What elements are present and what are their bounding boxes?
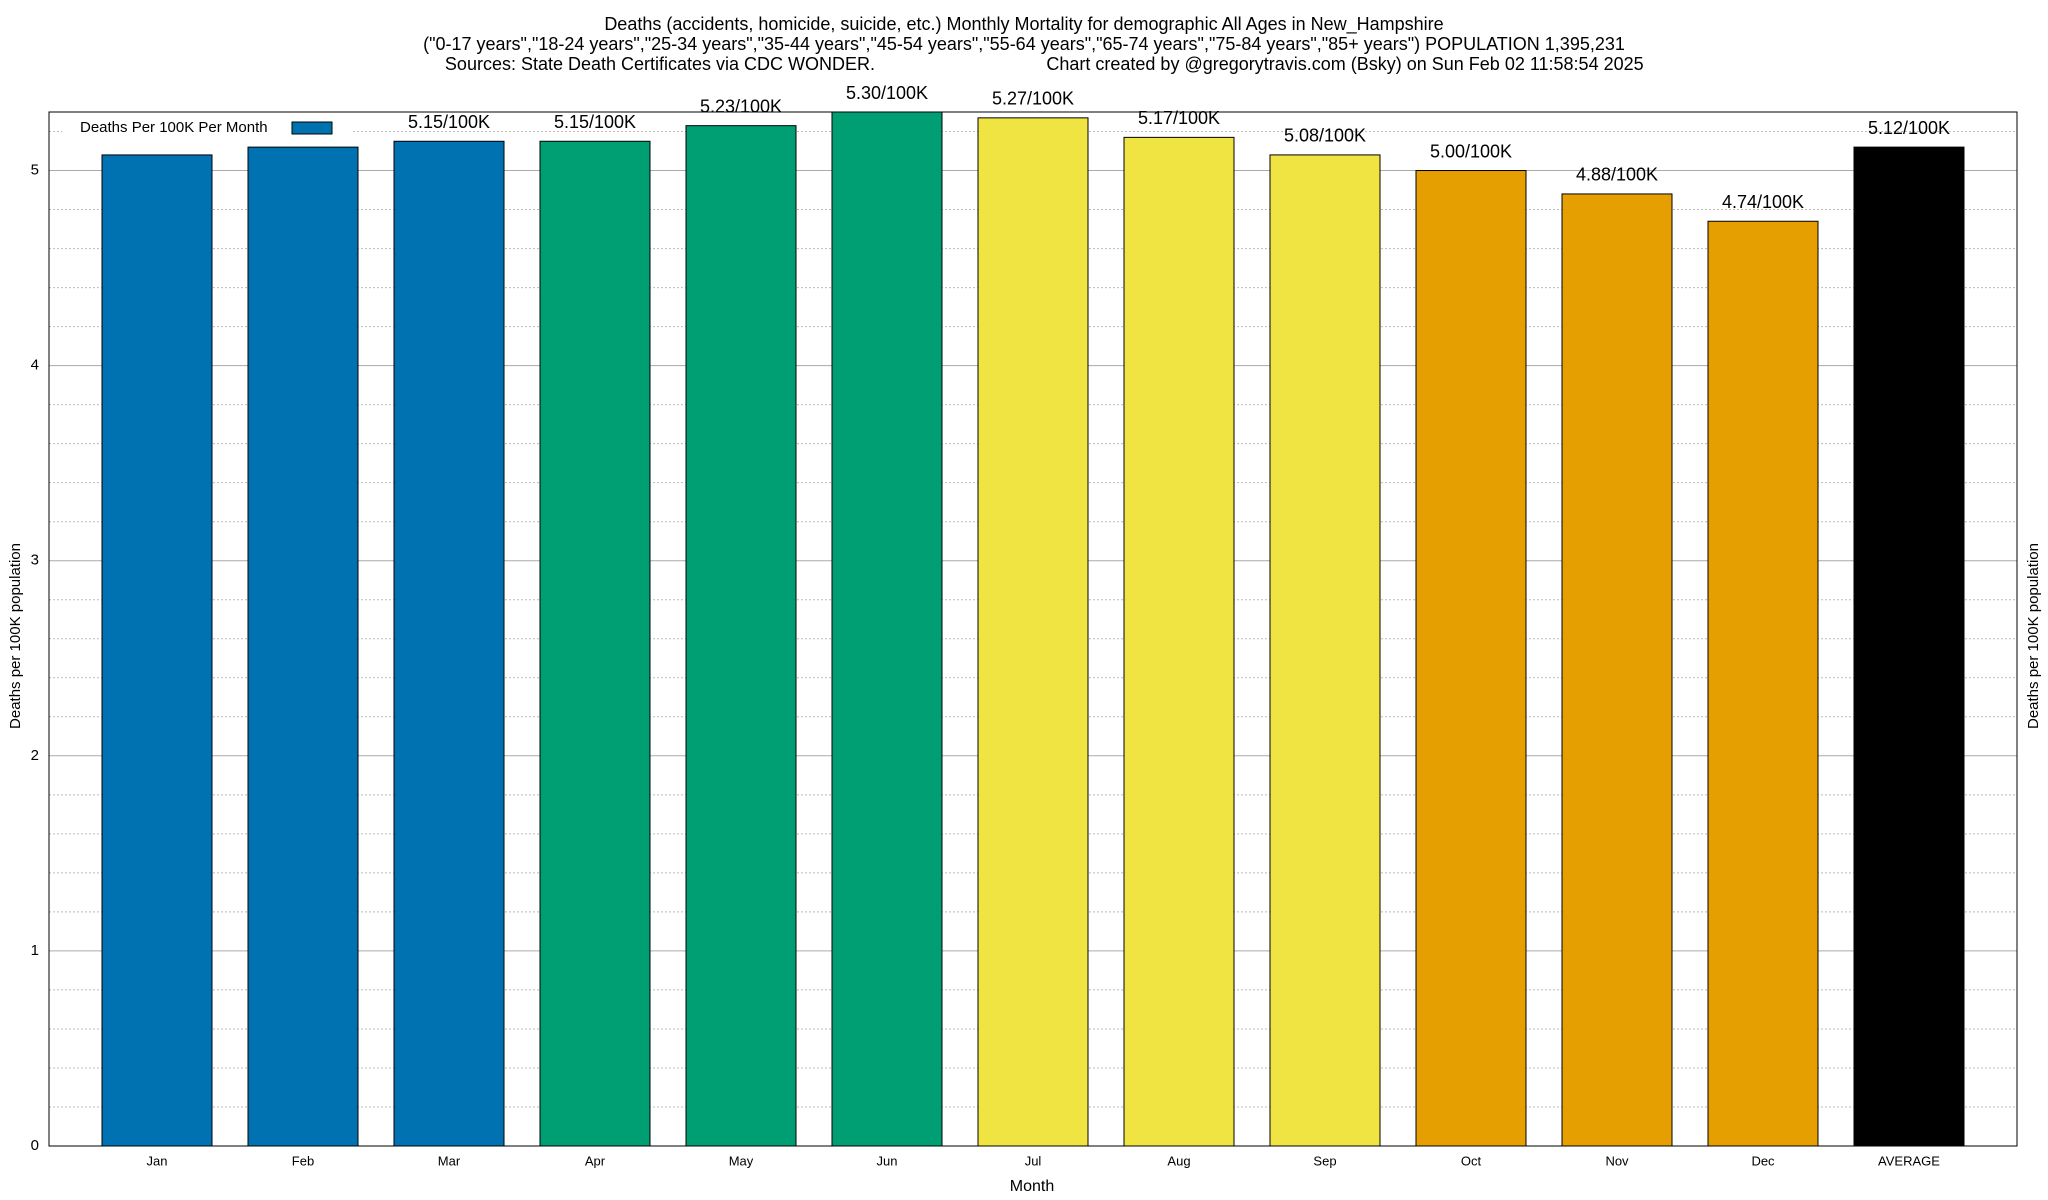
legend-swatch	[291, 121, 333, 135]
x-tick-label: Jun	[877, 1153, 898, 1168]
bar	[831, 111, 943, 1147]
y-tick-label: 3	[31, 552, 39, 569]
x-tick-label: Aug	[1167, 1153, 1190, 1168]
x-tick-label: Oct	[1461, 1153, 1482, 1168]
bar	[977, 117, 1089, 1147]
y-tick-label: 5	[31, 161, 39, 178]
x-tick-label: Jul	[1025, 1153, 1042, 1168]
y2-axis-label: Deaths per 100K population	[2025, 543, 2042, 729]
bar	[1123, 136, 1235, 1147]
value-label: 4.88/100K	[1576, 165, 1658, 185]
y-tick-label: 4	[31, 357, 39, 374]
x-tick-label: AVERAGE	[1878, 1153, 1940, 1168]
value-label: 4.74/100K	[1722, 192, 1804, 212]
value-label: 5.15/100K	[554, 112, 636, 132]
y-tick-label: 1	[31, 942, 39, 959]
bar	[393, 140, 505, 1147]
legend-label: Deaths Per 100K Per Month	[80, 119, 268, 136]
value-label: 5.08/100K	[1284, 126, 1366, 146]
value-label: 5.17/100K	[1138, 108, 1220, 128]
bar	[1415, 170, 1527, 1147]
x-tick-label: May	[729, 1153, 754, 1168]
x-tick-label: Dec	[1751, 1153, 1775, 1168]
x-tick-label: Nov	[1605, 1153, 1629, 1168]
y-tick-label: 0	[31, 1137, 39, 1154]
bar	[1561, 193, 1673, 1147]
chart-subtitle: ("0-17 years","18-24 years","25-34 years…	[423, 34, 1625, 54]
x-tick-label: Jan	[147, 1153, 168, 1168]
value-label: 5.23/100K	[700, 96, 782, 116]
bar	[1853, 146, 1965, 1147]
bar	[1707, 220, 1819, 1147]
x-tick-label: Apr	[585, 1153, 606, 1168]
value-label: 5.27/100K	[992, 89, 1074, 109]
value-label: 5.00/100K	[1430, 141, 1512, 161]
bar	[247, 146, 359, 1147]
x-tick-label: Feb	[292, 1153, 314, 1168]
value-label: 5.12/100K	[1868, 118, 1950, 138]
bar	[101, 154, 213, 1147]
credit: Chart created by @gregorytravis.com (Bsk…	[1046, 54, 1643, 74]
value-label: 5.15/100K	[408, 112, 490, 132]
y-axis-label: Deaths per 100K population	[7, 543, 24, 729]
value-label: 5.30/100K	[846, 83, 928, 103]
y-tick-label: 2	[31, 747, 39, 764]
sources: Sources: State Death Certificates via CD…	[445, 54, 875, 74]
bar	[1269, 154, 1381, 1147]
x-axis-label: Month	[1010, 1178, 1054, 1195]
chart-title: Deaths (accidents, homicide, suicide, et…	[604, 14, 1443, 35]
bar	[685, 125, 797, 1147]
x-tick-label: Sep	[1313, 1153, 1336, 1168]
x-tick-label: Mar	[438, 1153, 461, 1168]
bar	[539, 140, 651, 1147]
